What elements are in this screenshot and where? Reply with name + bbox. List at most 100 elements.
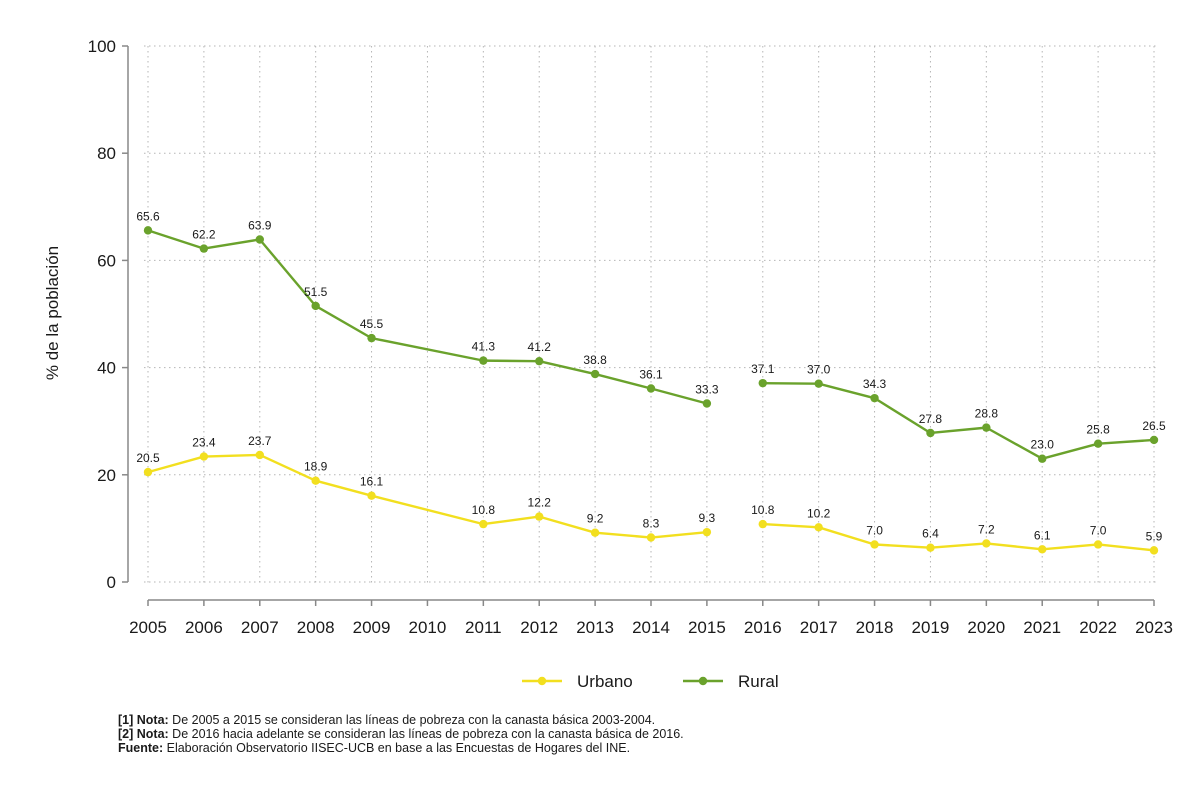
data-label-rural-2016: 37.1 — [751, 362, 775, 376]
data-label-rural-2012: 41.2 — [528, 340, 552, 354]
data-label-rural-2021: 23.0 — [1031, 438, 1055, 452]
x-tick-label-2008: 2008 — [297, 618, 335, 637]
point-rural-2007 — [255, 235, 264, 244]
x-tick-label-2018: 2018 — [856, 618, 894, 637]
point-urbano-2012 — [535, 512, 544, 521]
data-label-urbano-2023: 5.9 — [1146, 529, 1163, 543]
series-line-rural-1 — [147, 229, 708, 405]
point-rural-2022 — [1093, 439, 1103, 448]
data-label-urbano-2005: 20.5 — [136, 451, 160, 465]
point-rural-2011 — [479, 356, 488, 365]
x-tick-label-2014: 2014 — [632, 618, 670, 637]
point-rural-2017 — [814, 379, 823, 388]
y-axis-label: % de la población — [43, 246, 62, 380]
chart-notes: [1] Nota: De 2005 a 2015 se consideran l… — [118, 713, 684, 755]
data-label-rural-2014: 36.1 — [639, 368, 663, 382]
point-rural-2013 — [590, 369, 600, 379]
data-label-rural-2023: 26.5 — [1142, 419, 1166, 433]
point-urbano-2018 — [870, 540, 879, 549]
point-rural-2012 — [535, 356, 544, 366]
point-urbano-2019 — [926, 543, 935, 552]
data-label-rural-2005: 65.6 — [136, 209, 160, 223]
gridlines — [144, 45, 1158, 586]
note-1-tag: [1] Nota: — [118, 713, 169, 727]
series-rural: 65.6 62.2 63.9 51.5 45.5 41.3 41.2 38.8 36.1 33.3… — [136, 209, 1166, 463]
x-tick-label-2022: 2022 — [1079, 618, 1117, 637]
point-rural-2018 — [870, 393, 879, 403]
x-tick-label-2015: 2015 — [688, 618, 726, 637]
data-label-rural-2022: 25.8 — [1086, 423, 1110, 437]
y-tick-label-80: 80 — [97, 144, 116, 163]
data-label-urbano-2011: 10.8 — [472, 503, 496, 517]
x-tick-label-2020: 2020 — [967, 618, 1005, 637]
legend-label-urbano: Urbano — [577, 672, 633, 691]
x-tick-label-2007: 2007 — [241, 618, 279, 637]
data-label-rural-2020: 28.8 — [975, 407, 999, 421]
point-urbano-2013 — [590, 528, 600, 537]
data-label-urbano-2009: 16.1 — [360, 475, 384, 489]
source-text: Elaboración Observatorio IISEC-UCB en ba… — [163, 741, 631, 755]
note-1: [1] Nota: De 2005 a 2015 se consideran l… — [118, 713, 684, 727]
y-tick-label-0: 0 — [107, 573, 116, 592]
data-label-urbano-2012: 12.2 — [528, 496, 552, 510]
data-label-rural-2006: 62.2 — [192, 228, 216, 242]
point-urbano-2005 — [143, 467, 153, 477]
legend-marker-urbano — [537, 676, 547, 686]
axes: 0 20 40 60 80 100 2005 2006 2007 2008 2009 2010 2011… — [88, 37, 1173, 637]
point-rural-2015 — [702, 399, 712, 408]
data-label-rural-2018: 34.3 — [863, 377, 887, 391]
data-label-rural-2008: 51.5 — [304, 285, 328, 299]
x-tick-label-2016: 2016 — [744, 618, 782, 637]
point-urbano-2017 — [814, 523, 823, 532]
series-line-urbano-2 — [762, 522, 1155, 552]
note-2-tag: [2] Nota: — [118, 727, 169, 741]
data-label-urbano-2018: 7.0 — [866, 523, 883, 537]
data-label-rural-2013: 38.8 — [583, 353, 607, 367]
point-urbano-2008 — [311, 476, 320, 485]
point-urbano-2022 — [1093, 540, 1103, 549]
point-rural-2021 — [1038, 454, 1047, 463]
data-label-rural-2009: 45.5 — [360, 317, 384, 331]
series-line-rural-2 — [762, 381, 1155, 460]
point-rural-2006 — [199, 244, 209, 253]
point-urbano-2015 — [702, 527, 712, 537]
legend: Urbano Rural — [522, 672, 779, 691]
legend-item-urbano: Urbano — [522, 672, 633, 691]
point-rural-2005 — [143, 226, 153, 235]
data-label-urbano-2022: 7.0 — [1090, 523, 1107, 537]
y-tick-label-60: 60 — [97, 251, 116, 270]
point-rural-2008 — [311, 301, 320, 311]
point-rural-2023 — [1149, 435, 1159, 445]
data-label-rural-2019: 27.8 — [919, 412, 943, 426]
note-1-text: De 2005 a 2015 se consideran las líneas … — [168, 713, 656, 727]
x-tick-label-2011: 2011 — [465, 618, 502, 637]
data-label-urbano-2020: 7.2 — [978, 522, 995, 536]
x-tick-label-2012: 2012 — [520, 618, 558, 637]
x-tick-label-2010: 2010 — [409, 618, 447, 637]
data-label-urbano-2007: 23.7 — [248, 434, 272, 448]
point-urbano-2014 — [646, 533, 656, 542]
data-label-urbano-2008: 18.9 — [304, 460, 328, 474]
data-label-rural-2011: 41.3 — [472, 340, 496, 354]
point-urbano-2011 — [479, 519, 488, 529]
point-rural-2016 — [758, 378, 767, 388]
data-label-rural-2007: 63.9 — [248, 218, 272, 232]
legend-label-rural: Rural — [738, 672, 779, 691]
point-urbano-2020 — [982, 539, 991, 548]
data-label-urbano-2014: 8.3 — [643, 517, 660, 531]
x-tick-label-2009: 2009 — [353, 618, 391, 637]
data-label-urbano-2006: 23.4 — [192, 436, 216, 450]
x-tick-label-2017: 2017 — [800, 618, 838, 637]
point-urbano-2006 — [199, 452, 209, 461]
source-tag: Fuente: — [118, 741, 164, 755]
x-tick-label-2023: 2023 — [1135, 618, 1173, 637]
legend-item-rural: Rural — [683, 672, 779, 691]
series-line-urbano-1 — [147, 453, 708, 539]
x-tick-label-2005: 2005 — [129, 618, 167, 637]
point-rural-2009 — [367, 333, 376, 343]
x-tick-label-2021: 2021 — [1023, 618, 1061, 637]
data-label-urbano-2013: 9.2 — [587, 512, 604, 526]
x-tick-label-2019: 2019 — [912, 618, 950, 637]
x-tick-label-2006: 2006 — [185, 618, 223, 637]
point-rural-2014 — [646, 384, 656, 393]
